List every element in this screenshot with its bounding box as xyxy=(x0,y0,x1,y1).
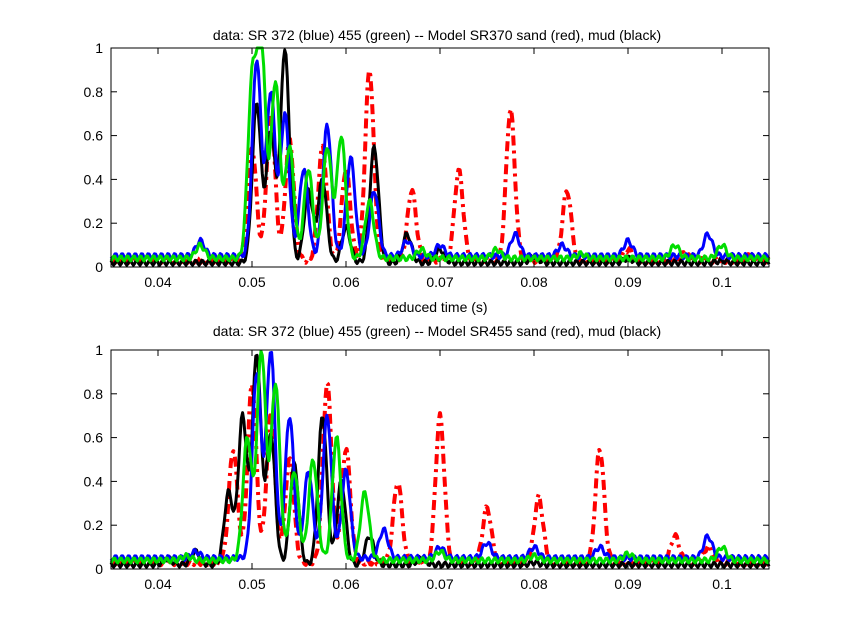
bottom-series-black-mud-model xyxy=(109,353,771,569)
bottom-series-green-data-sr455 xyxy=(109,349,771,565)
y-tick-label: 0.6 xyxy=(84,128,104,144)
bottom-series-red-sand-model xyxy=(110,381,771,568)
y-tick-label: 0.8 xyxy=(84,84,104,100)
bottom-ticks-layer: 0.04 0.05 0.06 0.07 0.08 0.09 0.1 0 0.2 0.4 0.6 0.8… xyxy=(84,342,769,592)
x-tick-label: 0.04 xyxy=(144,274,171,290)
x-tick-label: 0.09 xyxy=(614,576,641,592)
top-series-layer xyxy=(109,46,771,267)
x-tick-label: 0.08 xyxy=(520,274,547,290)
top-x-axis-label: reduced time (s) xyxy=(386,299,487,315)
top-series-red-sand-model xyxy=(110,68,771,266)
y-tick-label: 1 xyxy=(95,40,103,56)
x-tick-label: 0.1 xyxy=(712,274,732,290)
top-series-black-mud-model xyxy=(109,48,771,267)
top-panel: data: SR 372 (blue) 455 (green) -- Model… xyxy=(84,27,771,315)
x-tick-label: 0.04 xyxy=(144,576,171,592)
bottom-chart-title: data: SR 372 (blue) 455 (green) -- Model… xyxy=(213,323,661,339)
y-tick-label: 0.2 xyxy=(84,215,104,231)
x-tick-label: 0.1 xyxy=(712,576,732,592)
y-tick-label: 0.4 xyxy=(84,171,104,187)
bottom-series-layer xyxy=(109,349,771,569)
bottom-series-blue-data-sr372 xyxy=(109,350,770,563)
x-tick-label: 0.05 xyxy=(238,576,265,592)
x-tick-label: 0.09 xyxy=(614,274,641,290)
y-tick-label: 0 xyxy=(95,259,103,275)
x-tick-label: 0.05 xyxy=(238,274,265,290)
top-plot-frame xyxy=(110,47,770,268)
top-series-blue-data-sr372 xyxy=(109,59,770,261)
top-series-green-data-sr455 xyxy=(109,46,771,263)
y-tick-label: 0.8 xyxy=(84,386,104,402)
x-tick-label: 0.07 xyxy=(426,576,453,592)
x-tick-label: 0.08 xyxy=(520,576,547,592)
y-tick-label: 0.6 xyxy=(84,430,104,446)
y-tick-label: 0.4 xyxy=(84,473,104,489)
x-tick-label: 0.07 xyxy=(426,274,453,290)
top-chart-title: data: SR 372 (blue) 455 (green) -- Model… xyxy=(213,27,661,43)
top-ticks-layer: 0.04 0.05 0.06 0.07 0.08 0.09 0.1 0 0.2 0.4 0.6 0.8… xyxy=(84,40,769,290)
bottom-plot-frame xyxy=(110,349,770,570)
y-tick-label: 0 xyxy=(95,561,103,577)
bottom-panel: data: SR 372 (blue) 455 (green) -- Model… xyxy=(84,323,771,592)
y-tick-label: 0.2 xyxy=(84,517,104,533)
x-tick-label: 0.06 xyxy=(332,274,359,290)
y-tick-label: 1 xyxy=(95,342,103,358)
x-tick-label: 0.06 xyxy=(332,576,359,592)
